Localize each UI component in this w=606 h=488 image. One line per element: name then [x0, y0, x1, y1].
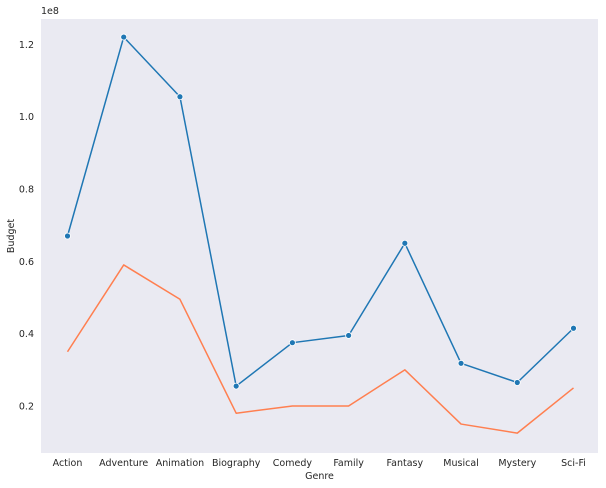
data-point: [64, 232, 71, 240]
x-tick-label: Comedy: [273, 458, 313, 469]
x-axis-label: Genre: [305, 471, 334, 482]
y-tick-label: 0.2: [19, 401, 34, 412]
data-point: [288, 339, 296, 347]
y-tick-label: 0.8: [19, 184, 34, 195]
series-2: [66, 264, 574, 434]
y-axis-offset-label: 1e8: [41, 6, 59, 17]
y-tick-label: 0.4: [19, 329, 34, 340]
data-point: [120, 33, 128, 41]
series-layer: [64, 33, 577, 434]
y-tick-label: 0.6: [19, 257, 34, 268]
x-tick-label: Fantasy: [387, 458, 424, 469]
data-point: [513, 379, 521, 386]
x-tick-label: Family: [333, 458, 364, 469]
x-tick-label: Action: [53, 458, 83, 469]
x-tick-label: Musical: [443, 458, 479, 469]
series-line: [66, 36, 575, 387]
x-tick-label: Biography: [212, 458, 261, 469]
x-tick-label: Adventure: [99, 458, 148, 469]
y-tick-label: 1.0: [19, 112, 34, 123]
x-axis-ticks: Action Adventure Animation Biography Comedy F…: [53, 458, 586, 469]
x-tick-label: Sci-Fi: [561, 458, 586, 469]
series-1: [64, 33, 577, 390]
x-tick-label: Animation: [156, 458, 204, 469]
data-point: [345, 332, 353, 339]
data-point: [232, 382, 240, 390]
series-line: [66, 264, 574, 434]
data-point: [457, 359, 465, 367]
data-point: [570, 324, 577, 332]
y-axis-label: Budget: [6, 219, 17, 253]
data-point: [176, 93, 184, 101]
y-axis-ticks: 0.2 0.4 0.6 0.8 1.0 1.2: [19, 40, 34, 413]
data-point: [401, 239, 409, 247]
y-tick-label: 1.2: [19, 40, 34, 51]
x-tick-label: Mystery: [498, 458, 536, 469]
plot-area: [41, 19, 598, 453]
